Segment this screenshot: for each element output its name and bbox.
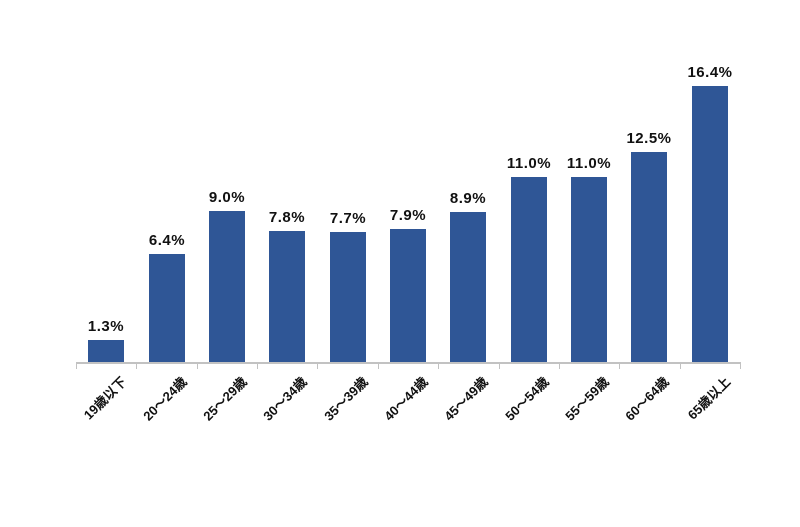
bar-10 [692, 86, 728, 362]
bar-0 [88, 340, 124, 362]
value-label-6: 8.9% [449, 190, 487, 207]
bar-3 [269, 231, 305, 362]
x-axis-tick [619, 364, 620, 369]
bar-6 [450, 212, 486, 362]
bar-4 [330, 232, 366, 362]
x-axis-tick [499, 364, 500, 369]
value-label-3: 7.8% [268, 209, 306, 226]
bar-8 [571, 177, 607, 362]
x-axis-tick [378, 364, 379, 369]
value-label-2: 9.0% [208, 189, 246, 206]
value-label-8: 11.0% [566, 155, 612, 172]
x-axis-tick [317, 364, 318, 369]
x-axis-label-8: 55〜59歳 [562, 374, 612, 424]
bar-7 [511, 177, 547, 362]
value-label-1: 6.4% [148, 232, 186, 249]
x-axis-label-7: 50〜54歳 [502, 374, 552, 424]
x-axis-tick [136, 364, 137, 369]
x-axis-label-4: 35〜39歳 [321, 374, 371, 424]
value-label-10: 16.4% [687, 64, 733, 81]
x-axis-tick [740, 364, 741, 369]
bar-2 [209, 211, 245, 362]
x-axis-tick [257, 364, 258, 369]
x-axis-tick [76, 364, 77, 369]
x-axis-label-3: 30〜34歳 [260, 374, 310, 424]
bar-9 [631, 152, 667, 362]
value-label-0: 1.3% [87, 318, 125, 335]
value-label-5: 7.9% [389, 207, 427, 224]
x-axis-tick [438, 364, 439, 369]
value-label-9: 12.5% [626, 130, 672, 147]
x-axis-label-1: 20〜24歳 [140, 374, 190, 424]
x-axis-label-2: 25〜29歳 [200, 374, 250, 424]
bar-1 [149, 254, 185, 362]
value-label-4: 7.7% [329, 210, 367, 227]
value-label-7: 11.0% [506, 155, 552, 172]
x-axis-label-0: 19歳以下 [80, 374, 129, 423]
x-axis-tick [559, 364, 560, 369]
x-axis-tick [197, 364, 198, 369]
x-axis-label-10: 65歳以上 [684, 374, 733, 423]
x-axis-label-9: 60〜64歳 [622, 374, 672, 424]
x-axis-tick [680, 364, 681, 369]
bar-5 [390, 229, 426, 362]
x-axis-label-5: 40〜44歳 [381, 374, 431, 424]
x-axis-label-6: 45〜49歳 [441, 374, 491, 424]
x-axis-line [76, 362, 741, 364]
